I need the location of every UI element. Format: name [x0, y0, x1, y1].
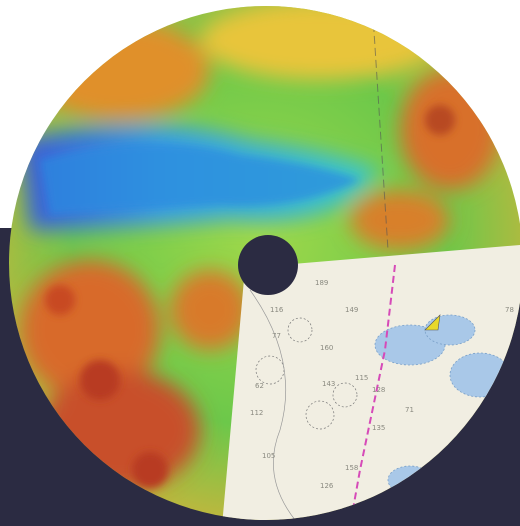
sounding: 77: [272, 332, 281, 340]
sounding: 126: [320, 482, 334, 490]
sounding: 158: [345, 464, 358, 472]
sounding: 115: [355, 374, 368, 382]
sounding: 116: [270, 306, 284, 314]
sounding: 62: [255, 382, 264, 390]
sounding: 71: [405, 406, 414, 414]
sounding: 189: [315, 279, 328, 287]
sounding: 160: [320, 344, 333, 352]
sounding: 143: [322, 380, 335, 388]
center-hole: [238, 235, 298, 295]
sounding: 135: [372, 424, 385, 432]
sounding: 128: [372, 386, 385, 394]
sounding: 149: [345, 306, 358, 314]
soundings: 189 149 116 77 160 115 143 128 105 112 126 135 158 71…: [250, 279, 514, 490]
sounding: 105: [262, 452, 275, 460]
sounding: 112: [250, 409, 263, 417]
sounding: 78: [505, 306, 514, 314]
